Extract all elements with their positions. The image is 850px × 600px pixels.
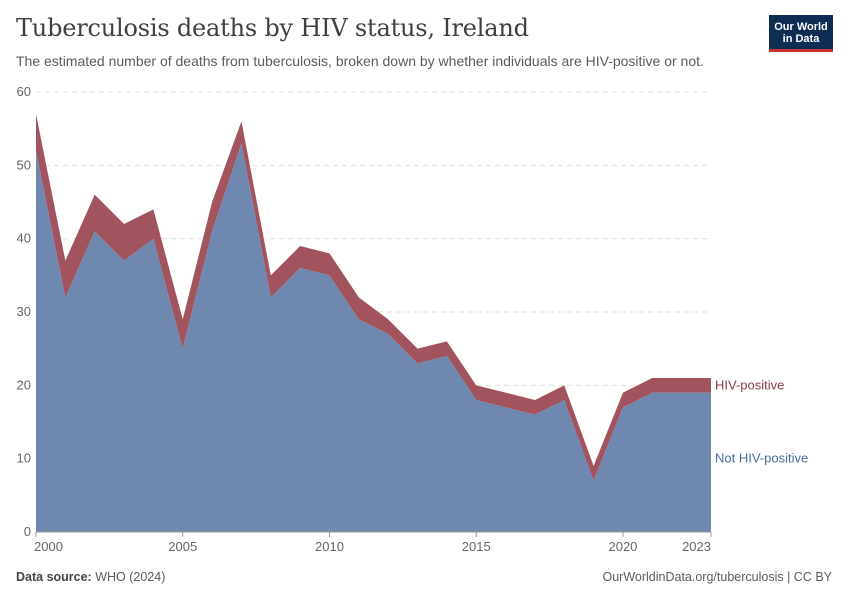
y-tick-label-0: 0 bbox=[24, 524, 31, 539]
x-tick-label-2020: 2020 bbox=[608, 539, 637, 554]
x-tick-label-2010: 2010 bbox=[315, 539, 344, 554]
area-not-hiv-positive bbox=[36, 143, 711, 533]
y-tick-label-60: 60 bbox=[17, 84, 31, 99]
data-source: Data source: WHO (2024) bbox=[16, 570, 165, 584]
y-tick-label-50: 50 bbox=[17, 157, 31, 172]
y-tick-label-10: 10 bbox=[17, 451, 31, 466]
y-tick-label-30: 30 bbox=[17, 304, 31, 319]
source-value[interactable]: WHO (2024) bbox=[95, 570, 166, 584]
x-tick-label-2000: 2000 bbox=[34, 539, 63, 554]
series-label-not-hiv-positive: Not HIV-positive bbox=[715, 451, 808, 466]
y-tick-label-40: 40 bbox=[17, 231, 31, 246]
x-tick-label-2005: 2005 bbox=[168, 539, 197, 554]
source-label: Data source: bbox=[16, 570, 92, 584]
chart-subtitle: The estimated number of deaths from tube… bbox=[16, 53, 704, 69]
footer-credit[interactable]: OurWorldinData.org/tuberculosis | CC BY bbox=[602, 570, 833, 584]
x-tick-label-2023: 2023 bbox=[682, 539, 711, 554]
logo-line-2: in Data bbox=[782, 33, 820, 45]
series-label-hiv-positive: HIV-positive bbox=[715, 377, 784, 392]
x-tick-label-2015: 2015 bbox=[462, 539, 491, 554]
area-hiv-positive bbox=[36, 114, 711, 481]
chart-title: Tuberculosis deaths by HIV status, Irela… bbox=[16, 14, 529, 42]
owid-logo[interactable]: Our World in Data bbox=[769, 15, 833, 52]
y-tick-label-20: 20 bbox=[17, 377, 31, 392]
logo-line-1: Our World bbox=[774, 21, 828, 33]
